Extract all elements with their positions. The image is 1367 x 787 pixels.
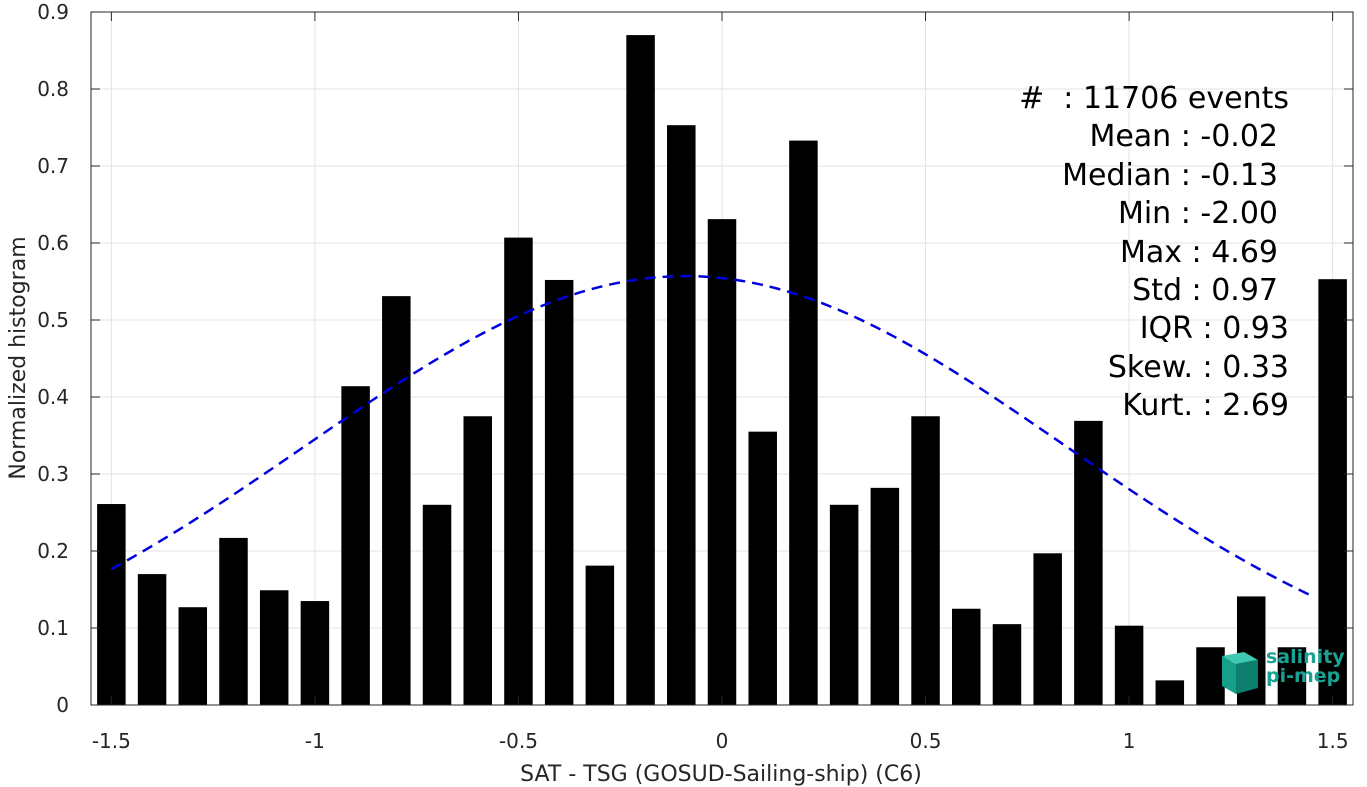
statistics-box: # : 11706 events Mean : -0.02 Median : -… [1019, 80, 1289, 426]
bar [789, 140, 818, 706]
bar [97, 504, 126, 705]
bar [667, 125, 696, 705]
bar [178, 607, 208, 705]
y-tick-label: 0.9 [37, 0, 69, 24]
bar [1114, 625, 1144, 705]
bar [870, 487, 900, 705]
stat-kurt: Kurt. : 2.69 [1122, 388, 1289, 424]
x-tick-label: -1 [305, 729, 325, 753]
bar [341, 386, 370, 705]
y-tick-label: 0.8 [37, 77, 69, 101]
bar [707, 219, 737, 705]
bar [1196, 647, 1225, 705]
x-tick-label: -1.5 [92, 729, 131, 753]
y-tick-label: 0.4 [37, 385, 69, 409]
stat-count: # : 11706 events [1019, 81, 1289, 116]
x-tick-label: -0.5 [499, 729, 538, 753]
stat-skew: Skew. : 0.33 [1107, 349, 1289, 385]
bar [1155, 680, 1185, 705]
bar [911, 416, 940, 705]
bar [463, 416, 492, 705]
y-tick-label: 0.5 [37, 308, 69, 332]
bar [829, 504, 859, 705]
bar [1033, 553, 1062, 705]
y-axis-label: Normalized histogram [6, 236, 31, 479]
bar [300, 601, 330, 705]
normal-fit-curve [110, 274, 1313, 598]
bar [382, 296, 411, 705]
x-tick-label: 0 [716, 729, 729, 753]
y-tick-label: 0.1 [37, 616, 69, 640]
stat-iqr: IQR : 0.93 [1139, 311, 1289, 347]
bar [992, 624, 1022, 705]
y-tick-label: 0.6 [37, 231, 69, 255]
histogram-bars [97, 35, 1347, 706]
bar [1318, 279, 1347, 705]
bar [585, 565, 615, 705]
stat-max: Max : 4.69 [1120, 234, 1278, 270]
stat-median: Median : -0.13 [1062, 157, 1278, 193]
x-tick-label: 0.5 [910, 729, 942, 753]
y-tick-label: 0.3 [37, 462, 69, 486]
y-tick-label: 0.2 [37, 539, 69, 563]
bar [137, 574, 167, 705]
y-tick-label: 0.7 [37, 154, 69, 178]
y-tick-label: 0 [56, 693, 69, 717]
bar [544, 279, 574, 705]
x-tick-label: 1 [1123, 729, 1136, 753]
bar [259, 590, 289, 705]
bar [748, 431, 777, 705]
bar [626, 35, 655, 706]
bar [1277, 647, 1307, 705]
stat-std: Std : 0.97 [1132, 273, 1278, 309]
bar [504, 237, 533, 706]
axis-ticks: -1.5 -1 -0.5 0 0.5 1 1.5 0 0.1 0.2 0.3 0.4 0.5 0.6 0.7… [37, 0, 1353, 753]
x-axis-label: SAT - TSG (GOSUD-Sailing-ship) (C6) [520, 762, 922, 787]
stat-mean: Mean : -0.02 [1089, 119, 1278, 155]
cube-logo-icon [1222, 652, 1258, 694]
bar [952, 608, 981, 705]
bar [1074, 420, 1103, 705]
logo-line-2: pi-mep [1266, 665, 1341, 687]
bar [219, 537, 248, 705]
x-tick-label: 1.5 [1317, 729, 1349, 753]
bar [422, 504, 452, 705]
logo-line-1: salinity [1266, 646, 1345, 668]
salinity-pimep-logo: salinity pi-mep [1218, 648, 1348, 696]
stat-min: Min : -2.00 [1117, 196, 1278, 232]
